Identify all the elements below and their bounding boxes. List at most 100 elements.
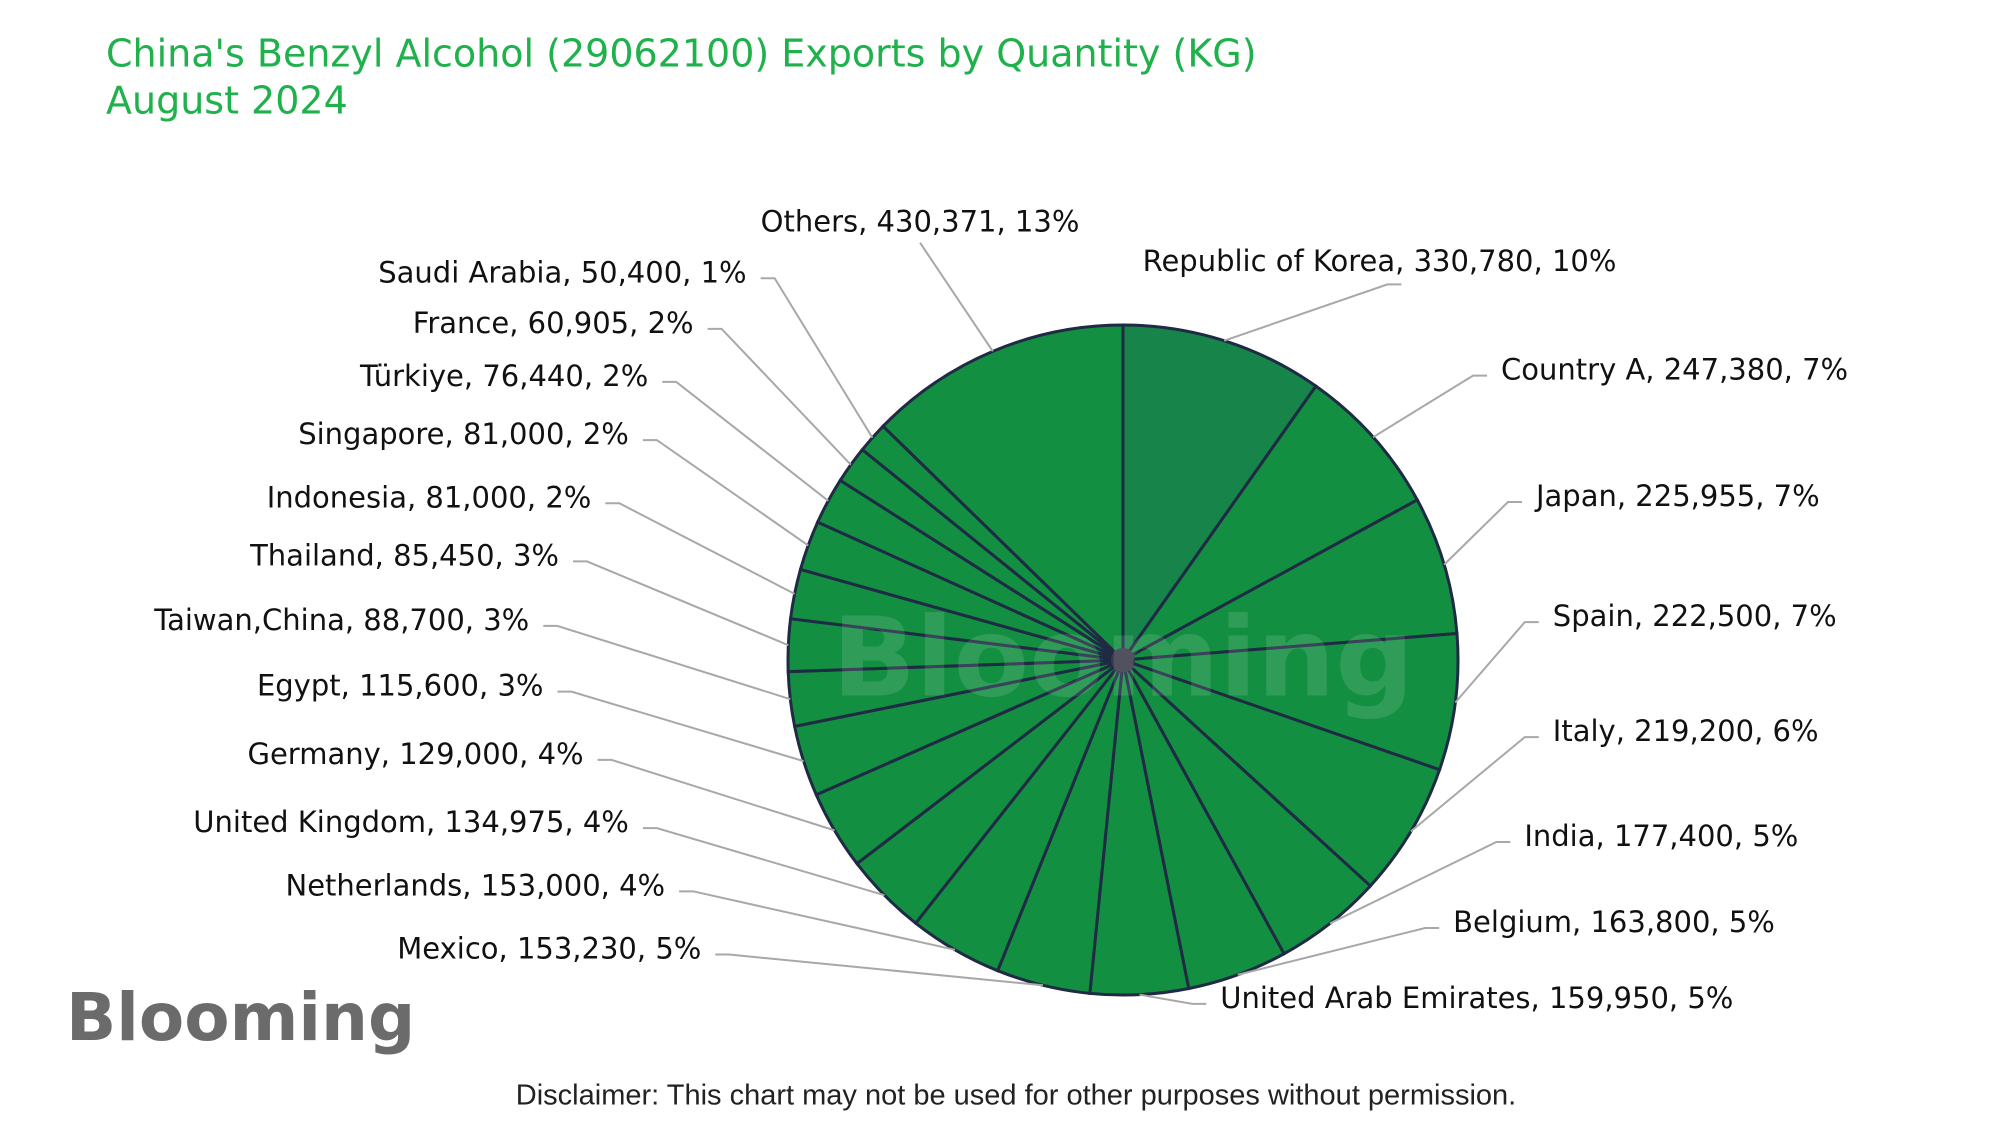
data-label: Indonesia, 81,000, 2% xyxy=(267,480,592,514)
label-part: Belgium xyxy=(1453,905,1572,939)
label-part: Spain xyxy=(1553,599,1634,633)
label-part: Egypt xyxy=(257,669,341,703)
label-part: 247,380 xyxy=(1664,353,1784,387)
label-part: 3% xyxy=(513,538,559,572)
label-part: Thailand xyxy=(249,538,375,572)
leader-line xyxy=(642,827,885,897)
label-part: Country A xyxy=(1501,353,1645,387)
label-part: 222,500 xyxy=(1652,599,1772,633)
label-part: 430,371 xyxy=(877,205,997,239)
label-part: Mexico xyxy=(397,932,498,966)
logo: Blooming xyxy=(66,979,415,1056)
label-part: 88,700 xyxy=(363,603,464,637)
label-part: 1% xyxy=(701,255,747,289)
label-part: 2% xyxy=(602,359,648,393)
data-label: Thailand, 85,450, 3% xyxy=(249,538,559,572)
label-part: 225,955 xyxy=(1635,479,1755,513)
label-part: 330,780 xyxy=(1414,244,1534,278)
labels: Republic of Korea, 330,780, 10% Country A… xyxy=(153,205,1848,1015)
label-part: 7% xyxy=(1791,599,1837,633)
label-part: Japan xyxy=(1534,479,1617,513)
label-part: 7% xyxy=(1802,353,1848,387)
label-part: 163,800 xyxy=(1590,905,1710,939)
label-part: 4% xyxy=(583,805,629,839)
leader-line xyxy=(715,953,1044,987)
data-label: Netherlands, 153,000, 4% xyxy=(286,868,666,902)
leader-line xyxy=(679,890,956,951)
leader-line xyxy=(1139,993,1207,1005)
label-part: 13% xyxy=(1015,205,1079,239)
label-part: Germany xyxy=(247,737,380,771)
data-label: Others, 430,371, 13% xyxy=(761,205,1080,239)
label-part: Italy xyxy=(1553,714,1616,748)
label-part: Indonesia xyxy=(267,480,407,514)
data-label: Türkiye, 76,440, 2% xyxy=(359,359,648,393)
label-part: 81,000 xyxy=(425,480,526,514)
data-label: Germany, 129,000, 4% xyxy=(247,737,583,771)
data-label: Egypt, 115,600, 3% xyxy=(257,669,544,703)
leader-line xyxy=(543,624,791,701)
leader-line xyxy=(1443,501,1522,566)
label-part: 2% xyxy=(583,417,629,451)
label-part: 50,400 xyxy=(581,255,682,289)
label-part: Türkiye xyxy=(359,359,464,393)
data-label: Mexico, 153,230, 5% xyxy=(397,932,701,966)
label-part: 5% xyxy=(1729,905,1775,939)
data-label: Taiwan,China, 88,700, 3% xyxy=(153,603,529,637)
label-part: 5% xyxy=(655,932,701,966)
chart-subtitle: August 2024 xyxy=(106,79,348,123)
chart-title: China's Benzyl Alcohol (29062100) Export… xyxy=(106,32,1257,76)
data-label: Saudi Arabia, 50,400, 1% xyxy=(378,255,746,289)
leader-line xyxy=(1372,374,1488,439)
label-part: 5% xyxy=(1687,981,1733,1015)
disclaimer: Disclaimer: This chart may not be used f… xyxy=(516,1080,1516,1112)
data-label: Italy, 219,200, 6% xyxy=(1553,714,1819,748)
data-label: Spain, 222,500, 7% xyxy=(1553,599,1837,633)
label-part: 76,440 xyxy=(482,359,583,393)
leader-line xyxy=(760,277,874,439)
pie-center xyxy=(1111,648,1135,672)
leader-line xyxy=(919,242,994,352)
label-part: 177,400 xyxy=(1614,819,1734,853)
leader-line xyxy=(605,502,796,595)
label-part: 2% xyxy=(648,306,694,340)
label-part: United Kingdom xyxy=(193,805,426,839)
label-part: Others xyxy=(761,205,858,239)
label-part: 6% xyxy=(1773,714,1819,748)
data-label: Singapore, 81,000, 2% xyxy=(298,417,629,451)
leader-line xyxy=(662,380,829,502)
data-label: Republic of Korea, 330,780, 10% xyxy=(1143,244,1617,278)
label-part: India xyxy=(1524,819,1595,853)
label-part: 129,000 xyxy=(399,737,519,771)
label-part: 134,975 xyxy=(444,805,564,839)
leader-line xyxy=(1410,736,1539,833)
label-part: 3% xyxy=(483,603,529,637)
label-part: United Arab Emirates xyxy=(1220,981,1530,1015)
watermark: Blooming xyxy=(832,593,1414,721)
label-part: 4% xyxy=(538,737,584,771)
label-part: 2% xyxy=(545,480,591,514)
data-label: India, 177,400, 5% xyxy=(1524,819,1798,853)
leader-line xyxy=(1237,926,1440,976)
label-part: 10% xyxy=(1552,244,1616,278)
label-part: 219,200 xyxy=(1634,714,1754,748)
pie-slice xyxy=(1121,323,1318,665)
label-part: 5% xyxy=(1752,819,1798,853)
data-label: France, 60,905, 2% xyxy=(413,306,694,340)
leader-line xyxy=(597,758,835,832)
pie-slice xyxy=(1121,384,1420,662)
data-label: United Arab Emirates, 159,950, 5% xyxy=(1220,981,1733,1015)
data-label: Country A, 247,380, 7% xyxy=(1501,353,1848,387)
label-part: Taiwan,China xyxy=(153,603,345,637)
label-part: Saudi Arabia xyxy=(378,255,562,289)
leader-line xyxy=(1454,621,1539,704)
label-part: Netherlands xyxy=(286,868,463,902)
data-label: Belgium, 163,800, 5% xyxy=(1453,905,1775,939)
leader-line xyxy=(642,439,809,547)
label-part: 115,600 xyxy=(359,669,479,703)
leader-line xyxy=(707,327,852,466)
label-part: 81,000 xyxy=(463,417,564,451)
pie xyxy=(786,323,1460,997)
data-label: United Kingdom, 134,975, 4% xyxy=(193,805,629,839)
